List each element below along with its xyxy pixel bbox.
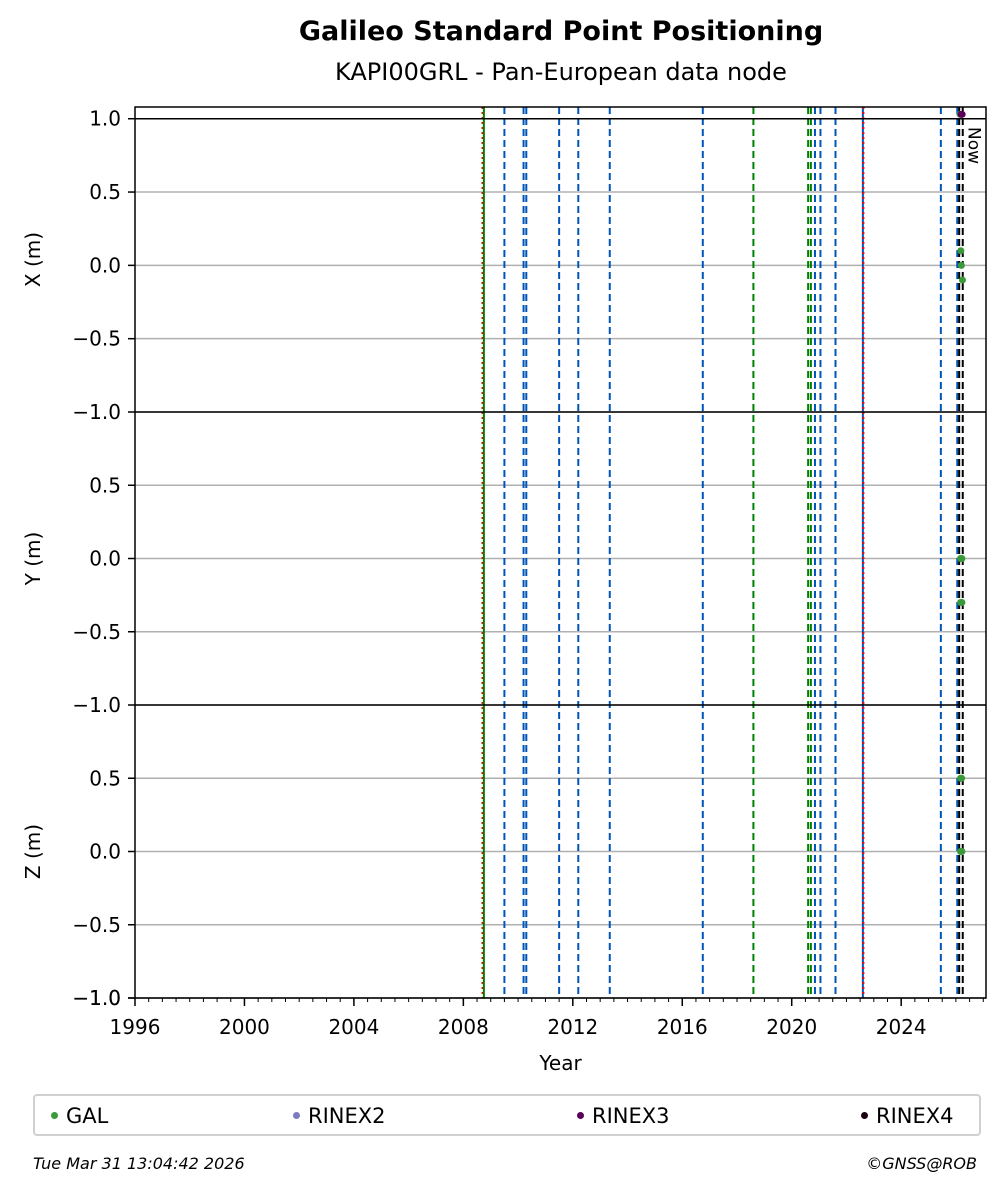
legend-item-rinex3: RINEX3 xyxy=(577,1104,670,1128)
chart-subtitle: KAPI00GRL - Pan-European data node xyxy=(335,58,787,86)
y-axis-label: Y (m) xyxy=(21,532,45,587)
y-tick-label: −0.5 xyxy=(72,620,121,644)
x-tick-label: 2004 xyxy=(328,1015,379,1039)
y-tick-label: −0.5 xyxy=(72,913,121,937)
x-tick-label: 2012 xyxy=(547,1015,598,1039)
rinex4-marker-icon xyxy=(861,1111,868,1119)
data-point-gal xyxy=(958,848,966,855)
y-tick-label: 0.0 xyxy=(89,253,121,277)
rinex2-marker-icon xyxy=(293,1111,300,1119)
y-axis-label: X (m) xyxy=(21,232,45,287)
data-point-gal xyxy=(957,261,965,269)
data-point-gal xyxy=(958,276,966,284)
x-tick-label: 1996 xyxy=(110,1015,161,1039)
footer-copyright: ©GNSS@ROB xyxy=(866,1154,977,1173)
x-tick-label: 2016 xyxy=(657,1015,708,1039)
y-axis-label: Z (m) xyxy=(21,824,45,879)
data-point-gal xyxy=(958,555,966,562)
legend-label: RINEX3 xyxy=(592,1104,670,1128)
y-tick-label: −1.0 xyxy=(72,693,121,717)
data-point-gal xyxy=(958,774,966,782)
data-point-gal xyxy=(957,247,965,255)
plot-frame xyxy=(134,106,987,999)
y-tick-label: −1.0 xyxy=(72,986,121,1010)
legend: GAL RINEX2 RINEX3 RINEX4 xyxy=(33,1094,981,1136)
footer-timestamp: Tue Mar 31 13:04:42 2026 xyxy=(33,1154,245,1173)
data-point-gal xyxy=(958,598,966,606)
x-axis-label: Year xyxy=(538,1051,582,1075)
chart-title: Galileo Standard Point Positioning xyxy=(298,16,824,47)
x-tick-label: 2000 xyxy=(219,1015,270,1039)
y-tick-label: 0.0 xyxy=(89,547,121,571)
y-tick-label: 0.5 xyxy=(89,473,121,497)
x-tick-label: 2008 xyxy=(438,1015,489,1039)
x-tick-label: 2020 xyxy=(766,1015,817,1039)
y-tick-label: −1.0 xyxy=(72,400,121,424)
x-tick-label: 2024 xyxy=(876,1015,927,1039)
legend-item-gal: GAL xyxy=(51,1104,108,1128)
y-tick-label: −1.0 xyxy=(72,986,121,1010)
data-point-rinex3 xyxy=(958,110,966,118)
legend-label: GAL xyxy=(66,1104,109,1128)
y-tick-label: 0.5 xyxy=(89,180,121,204)
y-tick-label: 0.5 xyxy=(89,766,121,790)
y-tick-label: 0.0 xyxy=(89,840,121,864)
y-tick-label: 1.0 xyxy=(89,107,121,131)
legend-item-rinex2: RINEX2 xyxy=(293,1104,386,1128)
chart-canvas: 1.0 0.5 0.0 −0.5 −1.0 X (m) −1.0 0.5 0.0 −0.5 Y (m… xyxy=(21,106,987,1075)
gal-marker-icon xyxy=(51,1111,58,1119)
legend-label: RINEX2 xyxy=(308,1104,386,1128)
now-label: Now xyxy=(964,127,984,164)
legend-item-rinex4: RINEX4 xyxy=(861,1104,954,1128)
legend-label: RINEX4 xyxy=(876,1104,954,1128)
rinex3-marker-icon xyxy=(577,1111,584,1119)
y-tick-label: −0.5 xyxy=(72,327,121,351)
